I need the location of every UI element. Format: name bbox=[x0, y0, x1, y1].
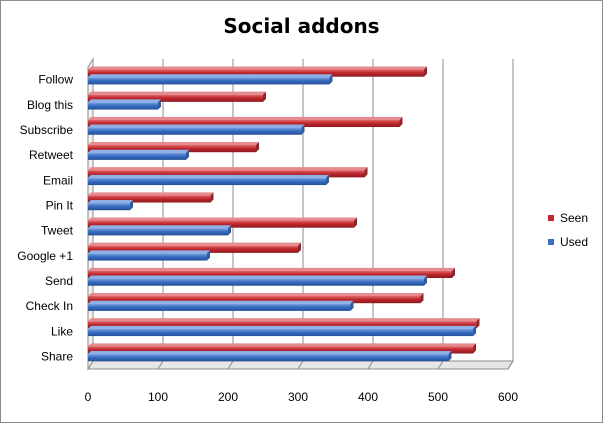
bar-used-retweet bbox=[88, 149, 189, 160]
legend: Seen Used bbox=[548, 211, 588, 249]
bar-used-send bbox=[88, 275, 427, 286]
chart-title: Social addons bbox=[223, 14, 380, 38]
category-label: Retweet bbox=[29, 148, 74, 162]
category-label: Like bbox=[51, 324, 73, 338]
bar-seen-share bbox=[88, 343, 476, 354]
x-tick-label: 500 bbox=[428, 390, 448, 404]
bar-seen-blog-this bbox=[88, 91, 266, 102]
x-tick-label: 200 bbox=[218, 390, 238, 404]
bar-used-tweet bbox=[88, 225, 231, 236]
bar-seen-check-in bbox=[88, 293, 424, 304]
bar-used-email bbox=[88, 174, 329, 186]
gridline-depth bbox=[297, 360, 304, 370]
bar-seen-like bbox=[88, 318, 480, 329]
gridline-depth bbox=[437, 360, 444, 370]
gridline-depth bbox=[87, 360, 94, 370]
bar-used-pin-it bbox=[88, 200, 133, 211]
bar-used-share bbox=[88, 351, 452, 362]
bar-used-blog-this bbox=[88, 99, 161, 110]
x-tick-label: 100 bbox=[148, 390, 168, 404]
category-labels: Follow Blog this Subscribe Retweet Email Pin … bbox=[17, 73, 73, 364]
x-tick-labels: 0 100 200 300 400 500 600 bbox=[85, 390, 519, 404]
legend-label: Seen bbox=[560, 211, 588, 225]
bar-seen-subscribe bbox=[88, 116, 403, 128]
category-label: Subscribe bbox=[20, 123, 74, 137]
x-tick-label: 400 bbox=[358, 390, 378, 404]
bar-seen-follow bbox=[88, 66, 427, 77]
category-label: Blog this bbox=[27, 98, 73, 112]
gridline-depth bbox=[507, 360, 514, 370]
bar-used-follow bbox=[88, 74, 333, 85]
gridline-depth bbox=[367, 360, 374, 370]
bar-seen-pin-it bbox=[88, 192, 214, 203]
x-tick-label: 300 bbox=[288, 390, 308, 404]
category-label: Send bbox=[45, 274, 73, 288]
x-tick-label: 0 bbox=[85, 390, 92, 404]
category-label: Google +1 bbox=[17, 249, 73, 263]
gridline-depth bbox=[227, 360, 234, 370]
bars bbox=[88, 66, 480, 362]
bar-seen-tweet bbox=[88, 217, 357, 228]
category-label: Share bbox=[41, 349, 73, 363]
bar-seen-google-1 bbox=[88, 242, 301, 253]
gridline-depth bbox=[157, 360, 164, 370]
category-label: Email bbox=[43, 173, 73, 187]
bar-seen-retweet bbox=[88, 142, 259, 153]
category-label: Tweet bbox=[41, 224, 74, 238]
bar-used-google-1 bbox=[88, 250, 210, 261]
legend-swatch bbox=[548, 215, 554, 221]
legend-swatch bbox=[548, 239, 554, 245]
bar-used-subscribe bbox=[88, 124, 305, 135]
bar-used-check-in bbox=[88, 300, 354, 311]
bar-used-like bbox=[88, 325, 476, 337]
category-label: Check In bbox=[26, 299, 73, 313]
category-label: Pin It bbox=[46, 198, 74, 212]
legend-item-used: Used bbox=[548, 235, 588, 249]
legend-item-seen: Seen bbox=[548, 211, 588, 225]
legend-label: Used bbox=[560, 235, 588, 249]
bar-seen-email bbox=[88, 167, 368, 178]
category-label: Follow bbox=[38, 73, 73, 87]
x-tick-label: 600 bbox=[498, 390, 518, 404]
bar-seen-send bbox=[88, 267, 455, 279]
